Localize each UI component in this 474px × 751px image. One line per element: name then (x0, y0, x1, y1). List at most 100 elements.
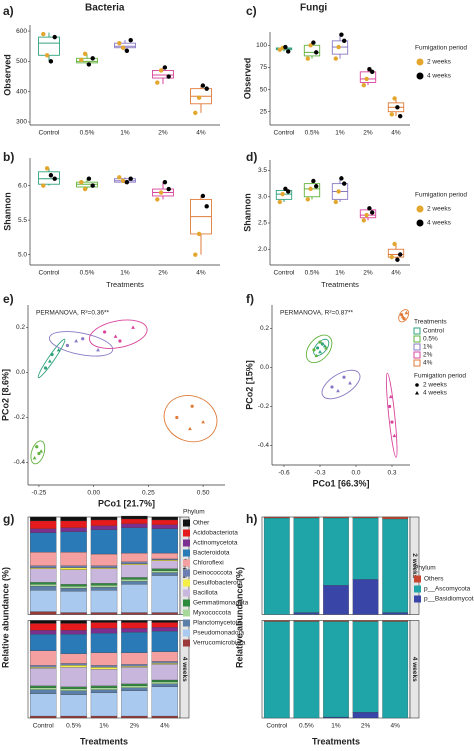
data-point (155, 80, 160, 85)
legend-label: Other (193, 520, 210, 527)
facet-strip (409, 516, 420, 615)
data-point (52, 34, 57, 40)
legend-label: Control (423, 328, 445, 335)
data-point (339, 176, 344, 181)
facet-strip-label: 2 weeks (411, 553, 418, 578)
bar-segment (30, 668, 57, 686)
panel-title: Bacteria (85, 3, 125, 14)
y-axis-title: Shannon (242, 193, 252, 232)
bar-segment (121, 518, 148, 524)
bar-segment (90, 585, 118, 588)
data-point (361, 218, 366, 223)
y-tick-label: 2.0 (258, 246, 267, 253)
bar-segment (90, 652, 118, 666)
x-tick-label: 2% (363, 130, 373, 137)
bar-segment (151, 570, 178, 573)
bar-segment (60, 690, 87, 695)
data-point (124, 48, 130, 53)
data-point (52, 176, 57, 181)
bar-segment (121, 612, 148, 615)
bar-segment (60, 663, 87, 666)
bar-segment (151, 519, 178, 525)
data-point (395, 257, 400, 262)
bar-segment (263, 621, 290, 719)
x-tick-label: 0.5% (66, 723, 81, 730)
y-tick-label: 0.0 (16, 369, 25, 376)
legend-swatch (416, 219, 424, 227)
x-tick-label: 4% (391, 270, 401, 277)
y-tick-label: 500 (16, 58, 27, 65)
y-axis-title: Observed (242, 58, 252, 100)
bar-segment (90, 669, 118, 686)
bar-segment (90, 628, 118, 634)
x-tick-label: 0.5% (299, 723, 314, 730)
legend-swatch (183, 619, 190, 627)
legend-swatch (416, 58, 424, 66)
y-tick-label: 75 (260, 64, 268, 71)
x-tick-label: 1% (120, 130, 130, 137)
box (76, 57, 98, 64)
bar-segment (90, 689, 118, 693)
bar-segment (263, 620, 290, 622)
data-point (43, 366, 48, 370)
data-point (324, 345, 328, 350)
bar-segment (30, 584, 57, 587)
legend-label: Others (424, 576, 444, 583)
bar-segment (60, 667, 87, 687)
bar-segment (382, 620, 409, 622)
data-point (286, 49, 291, 54)
bar-segment (60, 612, 87, 615)
panel-label: f) (246, 292, 254, 306)
data-point (348, 381, 352, 385)
confidence-ellipse (305, 334, 333, 364)
bar-segment (323, 517, 349, 586)
legend-label: Desulfobacterota (193, 580, 243, 587)
bar-segment (382, 621, 409, 719)
data-point (37, 451, 41, 456)
bar-segment (90, 687, 118, 690)
data-point (330, 385, 334, 389)
y-axis-title: PCo2 [15%] (244, 360, 254, 410)
y-tick-label: -0.2 (14, 414, 26, 421)
data-point (35, 445, 39, 449)
bar-segment (121, 563, 148, 565)
x-axis-title: Treatments (321, 280, 359, 289)
data-point (86, 176, 92, 181)
bar-segment (90, 622, 118, 629)
legend-title: Treatments (414, 319, 447, 326)
bar-segment (90, 516, 118, 521)
x-tick-label: 1% (335, 130, 345, 137)
bar-segment (151, 679, 178, 683)
legend-swatch (183, 609, 190, 617)
bar-segment (60, 694, 87, 717)
bar-segment (60, 686, 87, 689)
x-tick-label: 0.5% (305, 130, 320, 137)
legend-label: Verrucomicrobiota (193, 640, 246, 647)
legend-swatch (183, 639, 190, 647)
bar-segment (151, 528, 178, 554)
data-point (79, 179, 84, 185)
x-tick-label: 0.00 (87, 490, 100, 497)
legend-swatch (183, 539, 190, 547)
data-point (81, 337, 85, 341)
data-point (48, 59, 54, 64)
bar-segment (60, 516, 87, 522)
legend-label: 2 weeks (427, 59, 452, 66)
bar-segment (121, 622, 148, 629)
bar-segment (90, 667, 118, 670)
x-tick-label: Control (274, 130, 296, 137)
data-point (364, 212, 369, 218)
legend-swatch (183, 549, 190, 557)
legend-title: Phylum (414, 565, 436, 572)
y-tick-label: 6.0 (18, 182, 27, 189)
confidence-ellipse (321, 369, 361, 400)
legend-swatch (183, 519, 190, 527)
x-tick-label: 1% (335, 270, 345, 277)
y-tick-label: 0.0 (260, 364, 269, 371)
legend-swatch (183, 559, 190, 567)
bar-segment (30, 685, 57, 688)
bar-segment (352, 516, 379, 519)
bar-segment (382, 518, 409, 613)
legend-swatch (416, 72, 424, 80)
data-point (286, 189, 291, 194)
